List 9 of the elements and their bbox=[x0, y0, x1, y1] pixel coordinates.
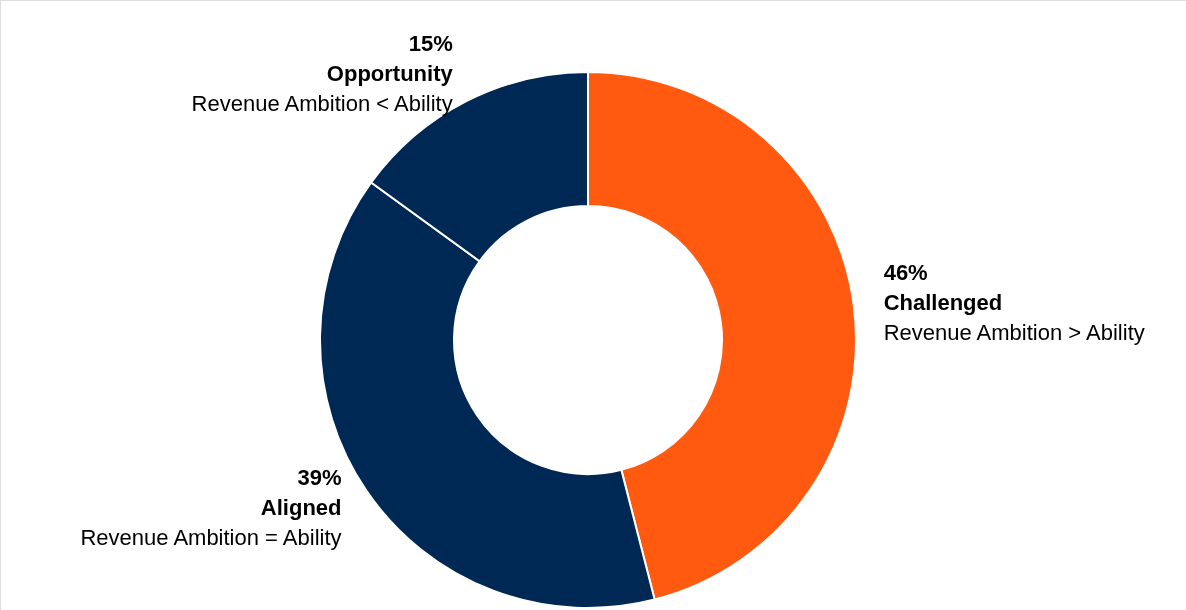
slice-label: Aligned bbox=[260, 494, 342, 520]
slice-label: Challenged bbox=[883, 289, 1003, 315]
text: Revenue Ambition < Ability bbox=[191, 91, 453, 117]
text: Revenue Ambition = Ability bbox=[80, 524, 342, 550]
data-label: 15% bbox=[408, 31, 453, 57]
text: Revenue Ambition > Ability bbox=[883, 319, 1145, 345]
slice-label: Opportunity bbox=[326, 61, 454, 87]
data-label: 46% bbox=[883, 259, 928, 285]
data-label: 39% bbox=[297, 464, 342, 490]
